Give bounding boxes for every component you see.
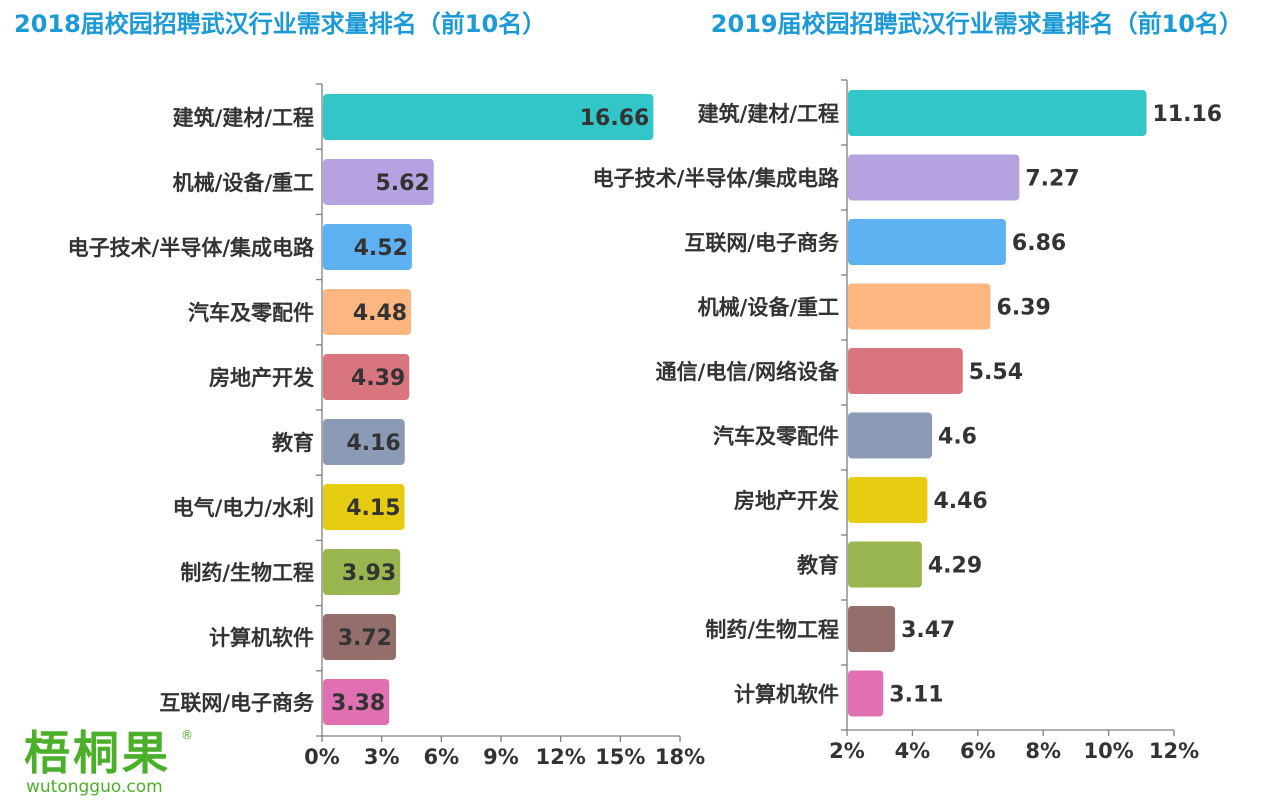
- bar-2018: [323, 289, 412, 335]
- chart-title-2019: 2019届校园招聘武汉行业需求量排名（前10名）: [710, 10, 1243, 38]
- category-label-2019: 制药/生物工程: [705, 618, 839, 642]
- value-label-2019: 7.27: [1025, 167, 1079, 192]
- category-label-2018: 电气/电力/水利: [173, 496, 314, 520]
- value-label-2018: 3.38: [331, 691, 385, 716]
- value-label-2019: 4.29: [928, 554, 982, 579]
- value-label-2018: 5.62: [375, 171, 429, 196]
- bar-2018: [323, 679, 390, 725]
- bar-2018: [323, 224, 412, 270]
- x-tick-label-2019: 2%: [829, 739, 865, 763]
- bar-2018: [323, 354, 410, 400]
- bar-2019: [848, 477, 928, 523]
- bar-2019: [848, 606, 896, 652]
- category-label-2018: 房地产开发: [209, 366, 315, 390]
- category-label-2019: 机械/设备/重工: [698, 296, 839, 320]
- x-tick-label-2018: 6%: [424, 745, 460, 769]
- x-tick-label-2018: 15%: [595, 745, 645, 769]
- x-tick-label-2018: 3%: [364, 745, 400, 769]
- registered-mark: ®: [181, 728, 193, 742]
- bar-2019: [848, 670, 884, 717]
- category-label-2018: 教育: [272, 431, 314, 455]
- bar-2019: [848, 412, 933, 459]
- category-label-2019: 计算机软件: [734, 683, 839, 707]
- value-label-2018: 4.15: [346, 496, 400, 521]
- x-tick-label-2019: 4%: [895, 739, 931, 763]
- value-label-2019: 3.47: [901, 618, 955, 643]
- category-label-2019: 房地产开发: [734, 489, 840, 513]
- value-label-2019: 11.16: [1153, 102, 1223, 127]
- x-tick-label-2019: 8%: [1025, 739, 1061, 763]
- value-label-2018: 4.39: [351, 366, 405, 391]
- bar-2019: [848, 541, 922, 588]
- category-label-2019: 电子技术/半导体/集成电路: [593, 167, 840, 191]
- category-label-2019: 教育: [797, 554, 839, 578]
- x-tick-label-2018: 18%: [655, 745, 705, 769]
- category-label-2018: 制药/生物工程: [180, 561, 314, 585]
- category-label-2019: 互联网/电子商务: [684, 231, 840, 255]
- value-label-2019: 4.6: [938, 425, 977, 450]
- value-label-2018: 4.16: [346, 431, 400, 456]
- value-label-2019: 3.11: [889, 683, 943, 708]
- value-label-2018: 16.66: [580, 106, 650, 131]
- bar-2019: [848, 90, 1147, 136]
- bar-2018: [323, 419, 405, 465]
- bar-2019: [848, 283, 991, 330]
- category-label-2018: 机械/设备/重工: [173, 171, 314, 195]
- value-label-2019: 6.86: [1012, 231, 1066, 256]
- category-label-2019: 汽车及零配件: [713, 425, 839, 449]
- bar-2018: [323, 614, 396, 660]
- x-tick-label-2019: 10%: [1083, 739, 1133, 763]
- value-label-2018: 3.93: [342, 561, 396, 586]
- bar-2019: [848, 154, 1020, 201]
- category-label-2018: 电子技术/半导体/集成电路: [68, 236, 315, 260]
- value-label-2019: 4.46: [933, 489, 987, 514]
- logo: 梧桐果 ® wutongguo.com: [24, 726, 193, 797]
- logo-name: 梧桐果: [24, 726, 171, 780]
- category-label-2019: 建筑/建材/工程: [698, 102, 839, 126]
- logo-url: wutongguo.com: [26, 777, 163, 797]
- bar-2018: [323, 94, 654, 140]
- category-label-2018: 互联网/电子商务: [159, 691, 315, 715]
- x-tick-label-2018: 9%: [483, 745, 519, 769]
- bar-2019: [848, 219, 1006, 265]
- value-label-2018: 3.72: [338, 626, 392, 651]
- category-label-2018: 建筑/建材/工程: [173, 106, 314, 130]
- x-tick-label-2018: 12%: [536, 745, 586, 769]
- bar-2018: [323, 159, 434, 205]
- category-label-2018: 计算机软件: [209, 626, 314, 650]
- category-label-2019: 通信/电信/网络设备: [656, 360, 840, 384]
- bar-2019: [848, 348, 963, 394]
- x-tick-label-2019: 12%: [1149, 739, 1199, 763]
- x-tick-label-2019: 6%: [960, 739, 996, 763]
- category-label-2018: 汽车及零配件: [188, 301, 314, 325]
- x-tick-label-2018: 0%: [304, 745, 340, 769]
- value-label-2018: 4.52: [354, 236, 408, 261]
- bar-2018: [323, 549, 401, 595]
- value-label-2018: 4.48: [353, 301, 407, 326]
- bar-2018: [323, 484, 405, 530]
- chart-title-2018: 2018届校园招聘武汉行业需求量排名（前10名）: [14, 10, 547, 38]
- value-label-2019: 6.39: [997, 296, 1051, 321]
- value-label-2019: 5.54: [969, 360, 1023, 385]
